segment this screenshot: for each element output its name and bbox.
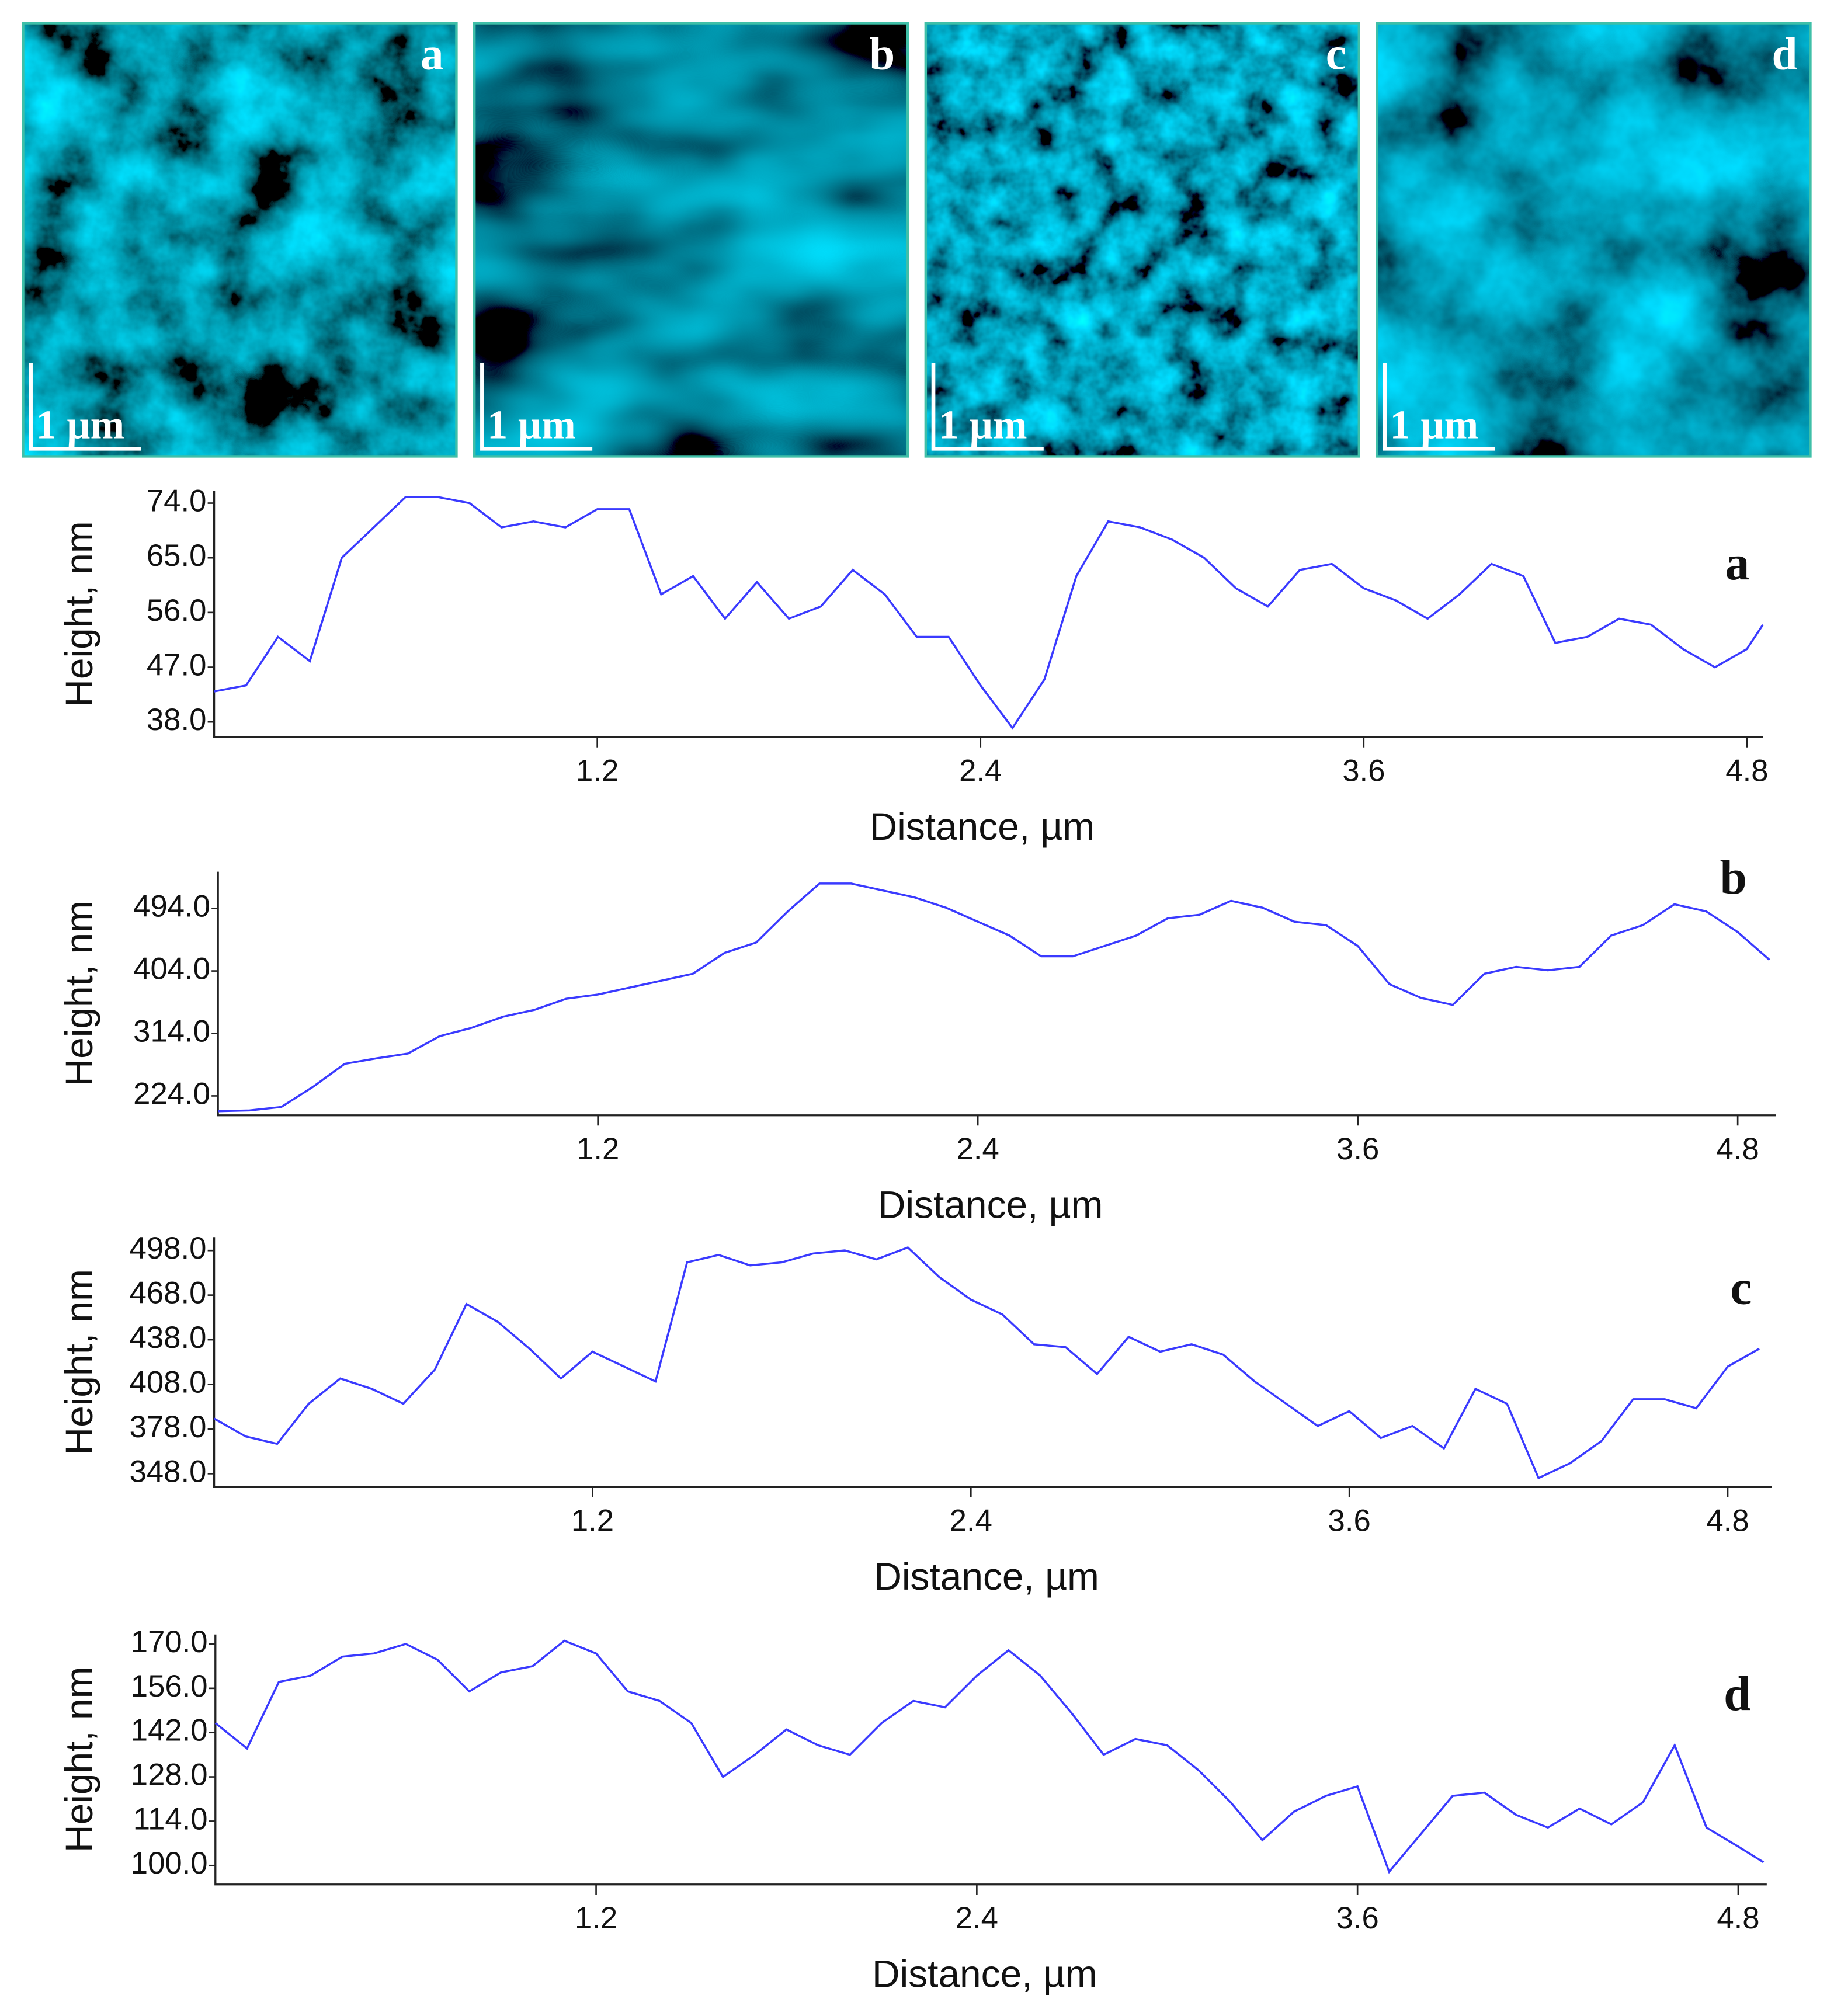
y-tick-label: 38.0	[147, 703, 207, 737]
scale-bar-label: 1 µm	[36, 402, 124, 448]
y-axis-title: Height, nm	[57, 901, 100, 1086]
axes	[213, 491, 1763, 738]
panel-label: d	[1724, 1667, 1750, 1721]
axes	[217, 871, 1776, 1117]
x-tick-label: 2.4	[950, 1504, 992, 1538]
scale-bar-label: 1 µm	[1390, 402, 1478, 448]
x-tick-label: 3.6	[1336, 1901, 1379, 1935]
y-tick-label: 348.0	[130, 1454, 207, 1489]
x-tick-label: 1.2	[571, 1504, 614, 1538]
x-tick-label: 2.4	[956, 1901, 998, 1935]
afm-image	[925, 23, 1359, 457]
x-tick-label: 1.2	[576, 754, 619, 788]
y-tick-label: 438.0	[130, 1320, 207, 1355]
scale-bar-label: 1 µm	[939, 402, 1027, 448]
y-tick-label: 498.0	[130, 1231, 207, 1266]
image-label: c	[1326, 29, 1346, 80]
scale-bar	[1383, 363, 1495, 451]
x-tick-label: 3.6	[1336, 1132, 1379, 1166]
y-axis-title: Height, nm	[57, 1667, 100, 1852]
y-tick-label: 142.0	[131, 1713, 208, 1748]
x-axis-title: Distance, µm	[878, 1183, 1103, 1226]
scale-bar	[931, 363, 1044, 451]
image-label: b	[869, 29, 895, 80]
profile-line	[214, 496, 1764, 730]
axes	[213, 1237, 1772, 1488]
y-tick-label: 408.0	[130, 1365, 207, 1399]
scale-bar	[480, 363, 593, 451]
x-tick-label: 2.4	[957, 1132, 999, 1166]
y-tick-label: 468.0	[130, 1276, 207, 1311]
y-tick-label: 404.0	[133, 952, 210, 986]
profile-line	[218, 882, 1770, 1113]
x-tick-label: 1.2	[576, 1132, 619, 1166]
y-tick-label: 47.0	[147, 648, 207, 682]
x-axis-title: Distance, µm	[872, 1952, 1097, 1995]
image-label: d	[1772, 29, 1798, 80]
x-tick-label: 2.4	[959, 754, 1002, 788]
x-tick-label: 4.8	[1717, 1901, 1759, 1935]
x-tick-label: 4.8	[1725, 754, 1768, 788]
x-tick-label: 3.6	[1342, 754, 1385, 788]
y-tick-label: 224.0	[133, 1076, 210, 1111]
axes	[214, 1634, 1767, 1886]
profile-line	[214, 1639, 1765, 1874]
x-tick-label: 1.2	[575, 1901, 617, 1935]
y-tick-label: 65.0	[147, 538, 207, 573]
x-axis-title: Distance, µm	[870, 805, 1095, 848]
y-tick-label: 100.0	[131, 1846, 208, 1881]
x-tick-label: 3.6	[1328, 1504, 1371, 1538]
y-tick-label: 114.0	[133, 1802, 208, 1836]
y-tick-label: 314.0	[133, 1014, 210, 1048]
scale-bar	[29, 363, 141, 451]
afm-images: a 1 µm b 1 µm c 1 µm d 1 µm	[22, 22, 1812, 458]
image-label: a	[421, 29, 444, 80]
image-border	[924, 22, 1360, 458]
x-tick-label: 4.8	[1706, 1504, 1749, 1538]
x-axis-title: Distance, µm	[874, 1555, 1099, 1598]
y-tick-label: 494.0	[133, 889, 210, 924]
afm-image	[1377, 23, 1811, 457]
y-axis-title: Height, nm	[57, 521, 100, 707]
panel-label: b	[1720, 851, 1747, 905]
afm-image	[23, 23, 457, 457]
y-tick-label: 378.0	[130, 1410, 207, 1444]
image-border	[1376, 22, 1812, 458]
image-border	[473, 22, 909, 458]
y-axis-title: Height, nm	[57, 1269, 100, 1455]
panel-label: c	[1730, 1261, 1752, 1315]
y-tick-label: 156.0	[131, 1669, 208, 1704]
x-tick-label: 4.8	[1717, 1132, 1759, 1166]
scale-bar-label: 1 µm	[487, 402, 576, 448]
profiles: 38.0 47.0 56.0 65.0 74.0 1.2 2.4 3.6 4.8 Distance…	[57, 484, 1776, 1995]
profile-line	[213, 1246, 1760, 1480]
y-tick-label: 128.0	[131, 1757, 208, 1792]
y-tick-label: 170.0	[131, 1625, 208, 1659]
afm-image	[474, 23, 908, 457]
y-tick-label: 56.0	[147, 593, 207, 628]
image-border	[22, 22, 458, 458]
panel-label: a	[1725, 537, 1749, 590]
y-tick-label: 74.0	[147, 484, 207, 518]
